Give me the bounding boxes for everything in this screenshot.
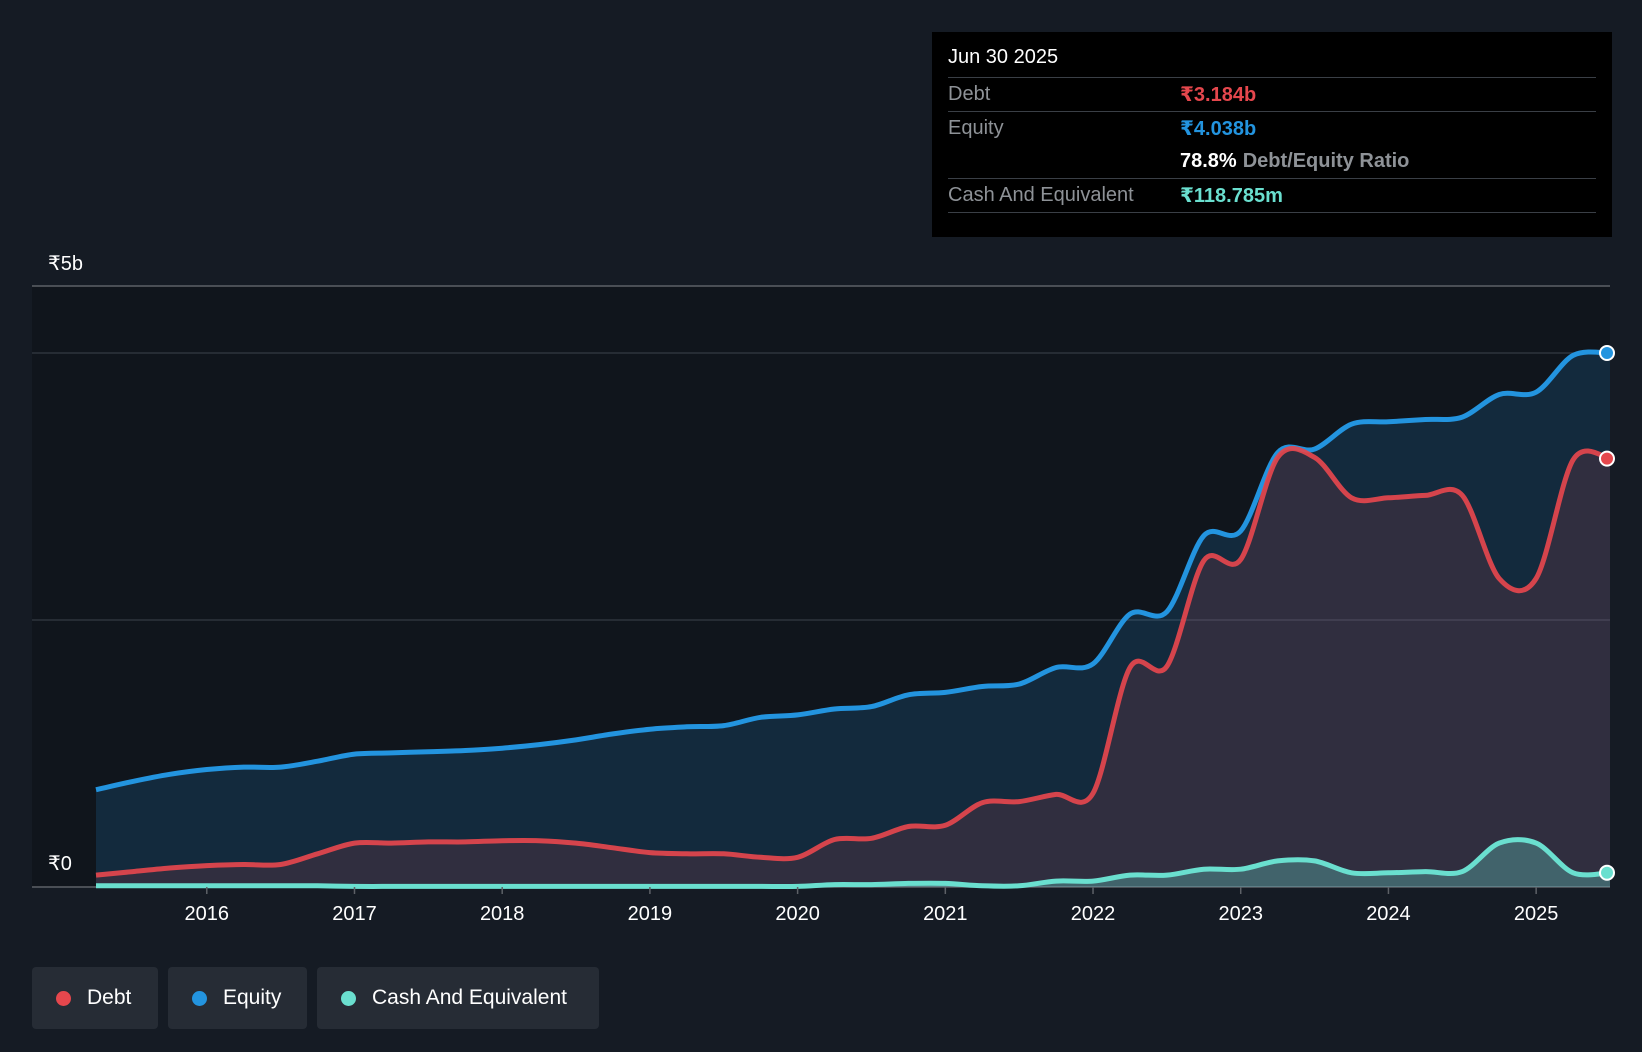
cash-line [96, 837, 1611, 890]
tooltip-debt-value: ₹3.184b [1180, 84, 1257, 106]
y-tick-label-top: ₹5b [48, 253, 83, 275]
tooltip-debt-label: Debt [948, 83, 991, 105]
x-tick-label: 2018 [480, 903, 525, 925]
tooltip-equity-row: Equity ₹4.038b [948, 112, 1596, 145]
tooltip-ratio-value: 78.8% [1180, 150, 1237, 172]
equity-area [96, 351, 1610, 887]
x-tick-label: 2017 [332, 903, 377, 925]
legend-item-cash[interactable]: Cash And Equivalent [317, 967, 599, 1029]
debt-end-marker[interactable] [1599, 450, 1615, 467]
equity-line [95, 349, 1611, 793]
tooltip-cash-label: Cash And Equivalent [948, 184, 1134, 206]
legend-equity-label: Equity [223, 986, 282, 1009]
x-tick-label: 2022 [1071, 903, 1116, 925]
tooltip-ratio-label: Debt/Equity Ratio [1242, 150, 1410, 172]
x-axis-ticks: 2016 2017 2018 2019 2020 2021 2022 2023 2024 2025 [185, 887, 1559, 925]
tooltip-equity-label: Equity [948, 117, 1004, 139]
tooltip-cash-value: ₹118.785m [1180, 185, 1283, 207]
cash-area [96, 839, 1610, 887]
plot-background [32, 286, 1610, 887]
x-tick-label: 2024 [1366, 903, 1411, 925]
x-tick-label: 2023 [1218, 903, 1263, 925]
tooltip-date: Jun 30 2025 [948, 46, 1596, 78]
x-tick-label: 2021 [923, 903, 968, 925]
x-tick-label: 2019 [628, 903, 673, 925]
tooltip-equity-value: ₹4.038b [1180, 118, 1257, 140]
equity-dot-icon [192, 990, 207, 1006]
legend: Debt Equity Cash And Equivalent [32, 967, 599, 1029]
debt-line [95, 446, 1611, 878]
legend-item-debt[interactable]: Debt [32, 967, 158, 1029]
legend-cash-label: Cash And Equivalent [372, 986, 567, 1009]
legend-item-equity[interactable]: Equity [168, 967, 307, 1029]
tooltip-cash-row: Cash And Equivalent ₹118.785m [948, 179, 1596, 213]
y-tick-label-zero: ₹0 [48, 853, 72, 875]
tooltip-debt-row: Debt ₹3.184b [948, 78, 1596, 112]
debt-area [96, 448, 1610, 887]
x-tick-label: 2016 [185, 903, 230, 925]
tooltip-panel: Jun 30 2025 Debt ₹3.184b Equity ₹4.038b … [932, 32, 1612, 237]
x-tick-label: 2025 [1514, 903, 1559, 925]
tooltip-ratio-row: 78.8% Debt/Equity Ratio [948, 145, 1596, 179]
cash-dot-icon [341, 990, 356, 1006]
equity-end-marker[interactable] [1599, 345, 1615, 361]
debt-dot-icon [56, 990, 71, 1006]
cash-end-marker[interactable] [1599, 864, 1615, 881]
legend-debt-label: Debt [87, 986, 132, 1009]
x-tick-label: 2020 [775, 903, 820, 925]
